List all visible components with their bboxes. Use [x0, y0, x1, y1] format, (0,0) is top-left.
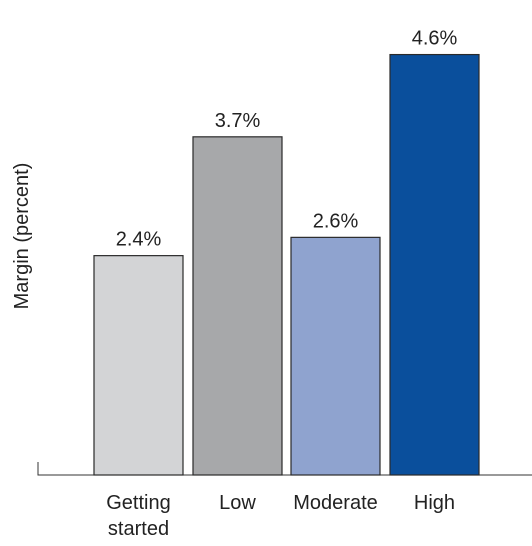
x-tick-label-low: Low: [219, 492, 256, 514]
bar-high: [389, 53, 480, 476]
bar-moderate: [290, 236, 381, 476]
value-label-getting-started: 2.4%: [116, 229, 162, 251]
x-tick-label-getting-started-line-2: started: [108, 518, 169, 540]
bar-getting-started: [93, 255, 184, 476]
y-axis-title: Margin (percent): [11, 163, 33, 310]
category-labels-layer: Getting started Low Moderate High: [106, 492, 455, 540]
value-label-moderate: 2.6%: [313, 210, 359, 232]
bar-low: [192, 136, 283, 476]
value-label-low: 3.7%: [215, 110, 261, 132]
x-tick-label-getting-started-line-1: Getting: [106, 492, 170, 514]
value-labels-layer: 2.4% 3.7% 2.6% 4.6%: [116, 28, 458, 251]
x-tick-label-high: High: [414, 492, 455, 514]
x-tick-label-moderate: Moderate: [293, 492, 378, 514]
value-label-high: 4.6%: [412, 28, 458, 50]
bars-layer: [93, 53, 480, 476]
